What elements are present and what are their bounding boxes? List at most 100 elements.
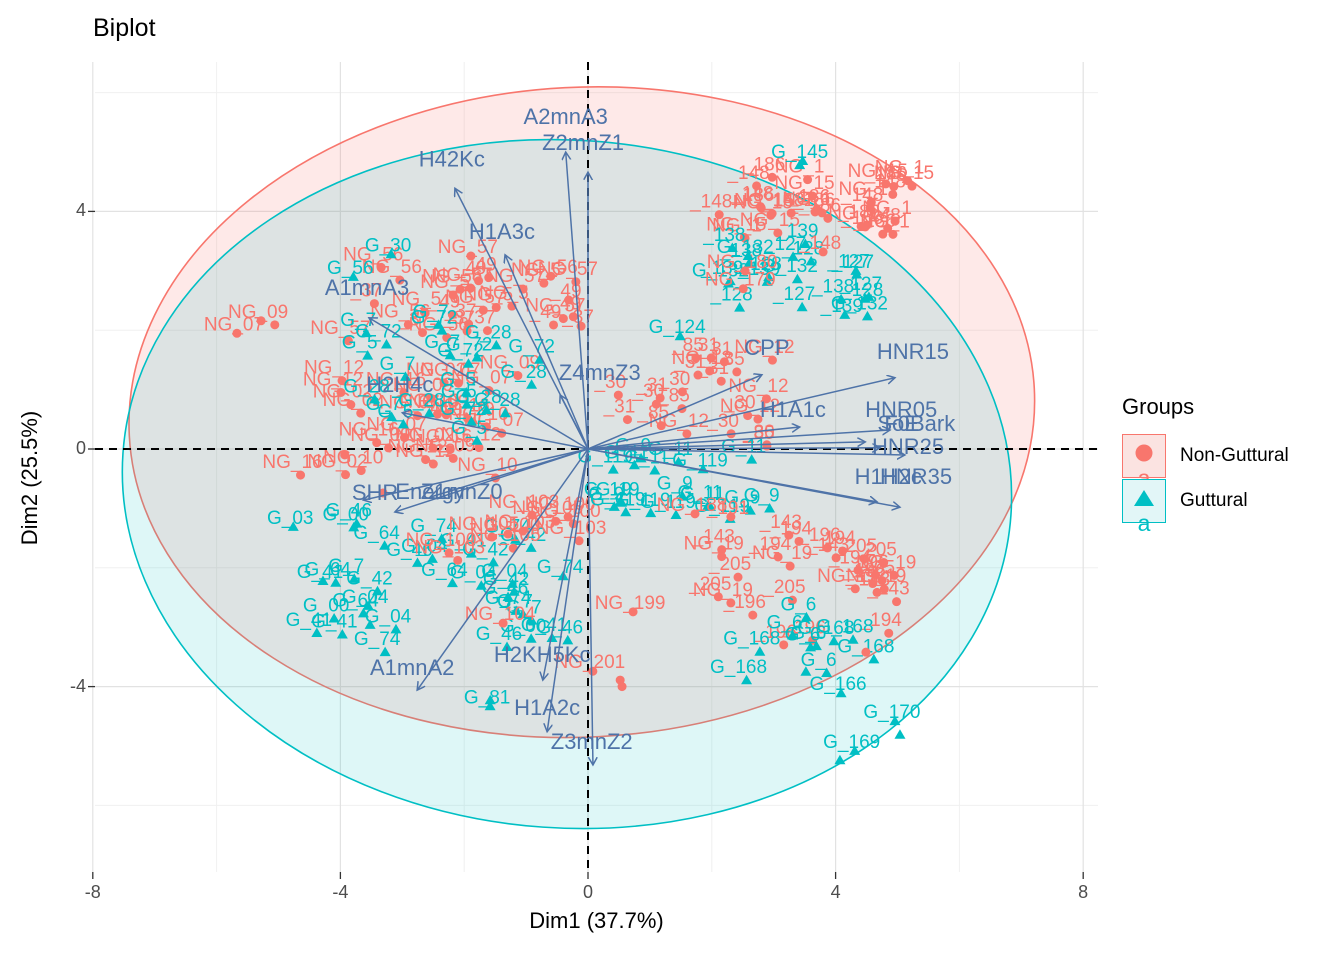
point-label: _49 <box>454 258 487 279</box>
point-label: G_9 <box>724 488 760 509</box>
point-label: _138 <box>702 225 745 246</box>
point-label: NG_1 <box>828 203 878 224</box>
guttural-point <box>526 379 538 389</box>
point-label: G_132 <box>692 260 749 281</box>
non-guttural-point <box>428 443 438 453</box>
point-label: _194 <box>828 547 872 568</box>
point-label: _148 <box>689 192 732 213</box>
non-guttural-point <box>773 228 783 238</box>
non-guttural-point <box>395 275 405 285</box>
point-label: G_04 <box>401 536 448 557</box>
guttural-point <box>471 435 483 445</box>
guttural-point <box>734 302 746 312</box>
point-label: _143 <box>866 579 909 600</box>
non-guttural-point <box>474 276 484 286</box>
variable-label-A1mnA2: A1mnA2 <box>370 655 454 680</box>
legend-item-non-guttural: a Non-Guttural <box>1122 434 1289 490</box>
non-guttural-point <box>881 179 891 189</box>
point-label: _194 <box>859 610 903 631</box>
point-label: G_00 <box>323 504 369 525</box>
confidence-ellipse-non-guttural <box>128 86 1036 739</box>
guttural-point <box>746 454 758 464</box>
point-label: _196 <box>845 552 888 573</box>
non-guttural-point <box>466 251 476 261</box>
point-label: _186 <box>742 154 785 175</box>
guttural-point <box>797 155 809 165</box>
variable-arrow-HNR25 <box>587 448 905 455</box>
legend-key-guttural: a <box>1122 479 1166 535</box>
non-guttural-point <box>892 597 902 607</box>
point-label: NG_179 <box>705 270 776 291</box>
non-guttural-point <box>372 438 382 448</box>
point-label: NG_15 <box>740 210 800 231</box>
point-label: NG_1 <box>712 215 762 236</box>
point-label: G_119 <box>577 447 633 468</box>
point-label: _186 <box>787 186 830 207</box>
point-label: G_7 <box>380 354 416 375</box>
point-label: _205 <box>834 536 877 557</box>
guttural-point <box>423 407 435 418</box>
variable-arrow-A1mnA2 <box>417 448 589 690</box>
point-label: G_46 <box>386 540 432 561</box>
variable-arrow-HNR35 <box>587 448 900 507</box>
non-guttural-point <box>588 666 598 676</box>
non-guttural-point <box>513 371 523 381</box>
non-guttural-point <box>403 320 413 330</box>
point-label: _30 <box>658 369 691 390</box>
point-label: NG_5 <box>463 285 513 306</box>
variable-label-HNR05: HNR05 <box>865 397 937 422</box>
point-label: G_72 <box>440 399 486 420</box>
non-guttural-point <box>400 433 410 443</box>
non-guttural-point <box>527 510 537 520</box>
point-label: _37 <box>442 308 475 329</box>
non-guttural-point <box>889 570 899 580</box>
non-guttural-point <box>419 307 429 317</box>
non-guttural-point <box>889 182 899 192</box>
guttural-point <box>800 611 812 622</box>
non-guttural-point <box>719 357 729 367</box>
guttural-point <box>674 330 686 341</box>
point-label: G_6 <box>785 624 821 645</box>
point-label: _186 <box>731 185 774 206</box>
non-guttural-point <box>340 450 350 460</box>
guttural-point <box>484 694 496 705</box>
non-guttural-point <box>761 394 771 404</box>
point-label: _186 <box>837 202 880 223</box>
non-guttural-point <box>656 421 666 431</box>
guttural-point <box>743 257 755 268</box>
guttural-point <box>868 653 880 664</box>
point-label: G_64 <box>305 560 352 581</box>
point-label: NG_10 <box>448 404 508 425</box>
non-guttural-point <box>564 295 574 305</box>
guttural-point <box>317 575 329 585</box>
guttural-point <box>742 250 754 261</box>
guttural-point <box>608 501 620 511</box>
non-guttural-point <box>466 283 476 293</box>
non-guttural-point <box>888 189 898 199</box>
variable-arrow-F0Bark <box>587 448 880 449</box>
guttural-point <box>506 578 518 588</box>
non-guttural-point <box>807 191 817 201</box>
point-label: G_7 <box>424 332 460 353</box>
non-guttural-point <box>549 320 559 330</box>
point-label: NG_07 <box>451 368 511 389</box>
guttural-point <box>889 715 901 726</box>
point-label: G_74 <box>537 557 584 578</box>
x-tick-label: 8 <box>1078 882 1089 902</box>
guttural-point <box>499 407 511 418</box>
guttural-point <box>311 627 323 637</box>
point-label: NG_10 <box>323 448 383 469</box>
point-label: NG_19 <box>693 580 753 601</box>
point-label: G_03 <box>267 508 313 529</box>
non-guttural-point <box>784 530 794 540</box>
point-label: G_30 <box>365 235 411 256</box>
non-guttural-point <box>628 607 638 617</box>
point-label: _205 <box>762 577 805 598</box>
non-guttural-point <box>860 222 870 232</box>
guttural-point <box>607 464 619 474</box>
point-label: _139 <box>700 258 743 279</box>
point-label: NG_56 <box>370 302 430 323</box>
non-guttural-point <box>705 366 715 376</box>
non-guttural-point <box>487 532 497 542</box>
